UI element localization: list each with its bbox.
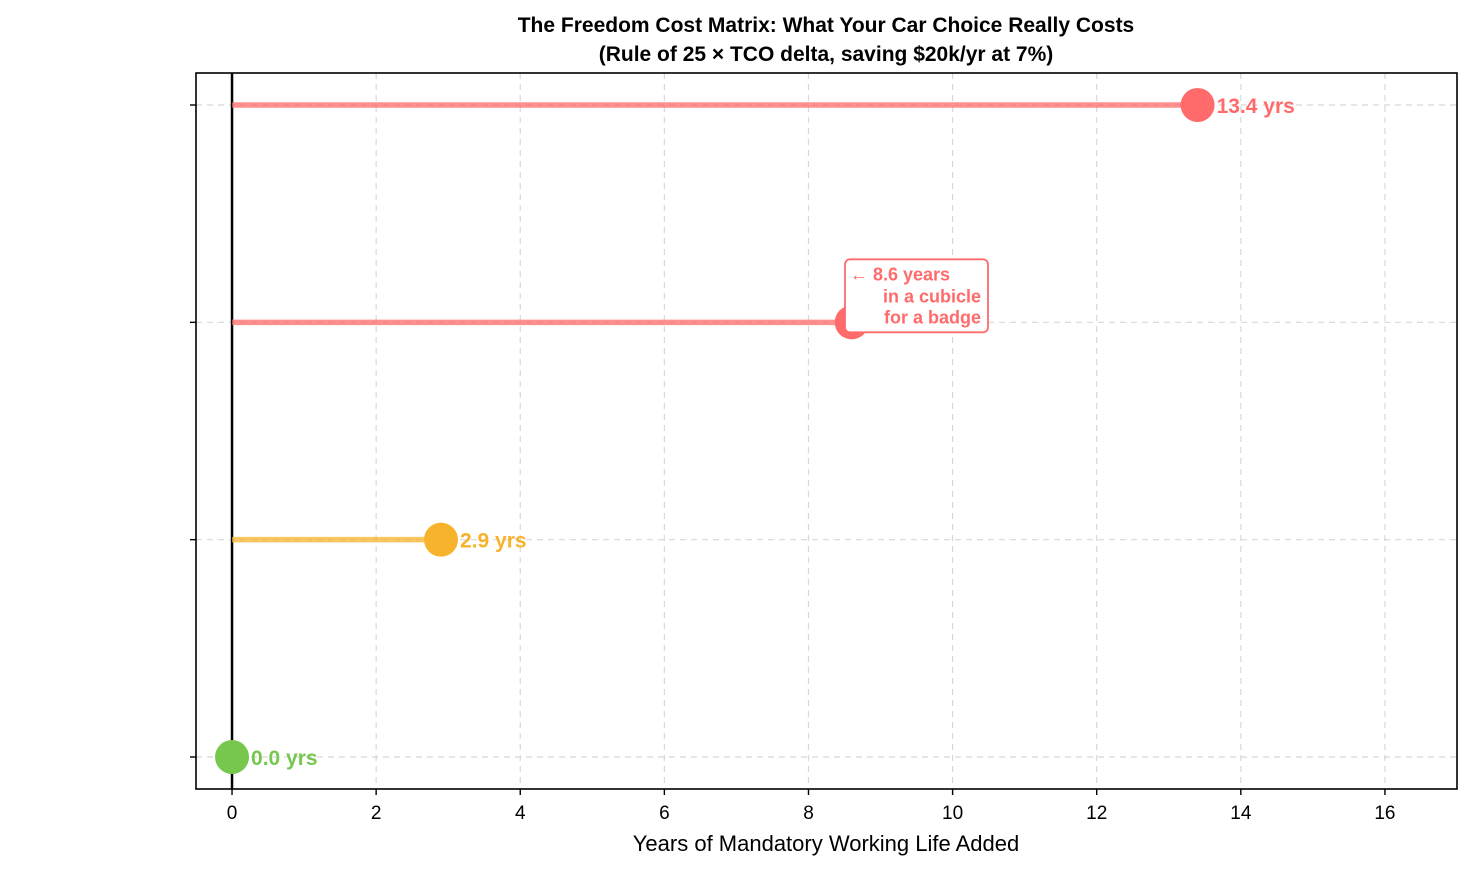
- dot: [215, 740, 250, 774]
- x-tick-label: 6: [659, 803, 670, 824]
- x-axis-ticks: 0 2 4 6 8 10 12 14 16: [227, 789, 1396, 824]
- x-tick-label: 0: [227, 803, 238, 824]
- x-tick-label: 4: [515, 803, 526, 824]
- dot: [423, 522, 458, 557]
- annotation-line: for a badge: [884, 307, 981, 327]
- x-tick-label: 14: [1230, 803, 1252, 824]
- chart-title-line1: The Freedom Cost Matrix: What Your Car C…: [518, 14, 1135, 37]
- x-tick-label: 10: [942, 803, 963, 824]
- chart-title-line2: (Rule of 25 × TCO delta, saving $20k/yr …: [599, 43, 1054, 66]
- value-labels: 0.0 yrs 2.9 yrs 13.4 yrs: [251, 95, 1295, 770]
- x-tick-label: 8: [803, 803, 814, 824]
- x-tick-label: 2: [371, 803, 382, 824]
- x-axis-label: Years of Mandatory Working Life Added: [633, 831, 1019, 856]
- lollipop-dots: [215, 88, 1215, 774]
- value-label: 0.0 yrs: [251, 747, 318, 770]
- value-label: 2.9 yrs: [460, 530, 527, 553]
- plot-frame: [195, 72, 1458, 790]
- dot: [1180, 88, 1215, 122]
- lollipop-stems: [232, 102, 1198, 543]
- x-tick-label: 12: [1086, 803, 1107, 824]
- x-tick-label: 16: [1374, 803, 1395, 824]
- annotation-line: ← 8.6 years: [850, 264, 950, 284]
- y-axis-ticks: [190, 104, 196, 758]
- grid: [196, 73, 1457, 789]
- annotation-box: [844, 258, 989, 334]
- annotation-line: in a cubicle: [883, 286, 981, 306]
- value-label: 13.4 yrs: [1217, 95, 1295, 118]
